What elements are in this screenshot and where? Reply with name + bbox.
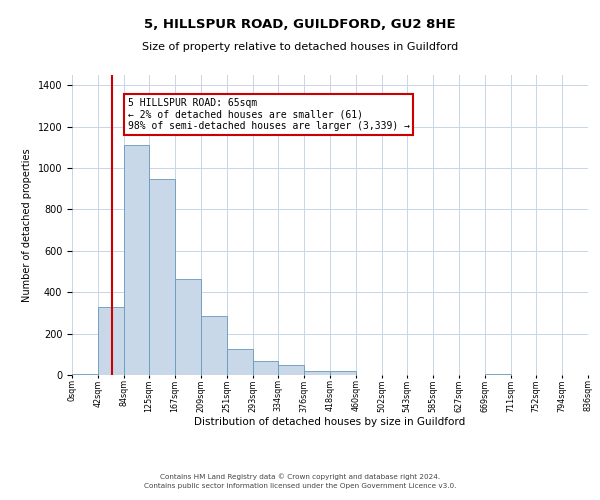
Y-axis label: Number of detached properties: Number of detached properties [22,148,32,302]
Bar [124,146,149,375]
Text: Size of property relative to detached houses in Guildford: Size of property relative to detached ho… [142,42,458,52]
Bar [253,360,278,375]
Bar [485,374,511,375]
Bar [175,279,201,375]
Text: Contains public sector information licensed under the Open Government Licence v3: Contains public sector information licen… [144,483,456,489]
Bar [304,371,330,375]
Text: 5, HILLSPUR ROAD, GUILDFORD, GU2 8HE: 5, HILLSPUR ROAD, GUILDFORD, GU2 8HE [144,18,456,30]
Bar [278,365,304,375]
X-axis label: Distribution of detached houses by size in Guildford: Distribution of detached houses by size … [194,418,466,428]
Bar [227,349,253,375]
Bar [149,180,175,375]
Bar [98,306,124,375]
Bar [330,372,356,375]
Text: 5 HILLSPUR ROAD: 65sqm
← 2% of detached houses are smaller (61)
98% of semi-deta: 5 HILLSPUR ROAD: 65sqm ← 2% of detached … [128,98,410,131]
Text: Contains HM Land Registry data © Crown copyright and database right 2024.: Contains HM Land Registry data © Crown c… [160,474,440,480]
Bar [201,316,227,375]
Bar [72,374,98,375]
